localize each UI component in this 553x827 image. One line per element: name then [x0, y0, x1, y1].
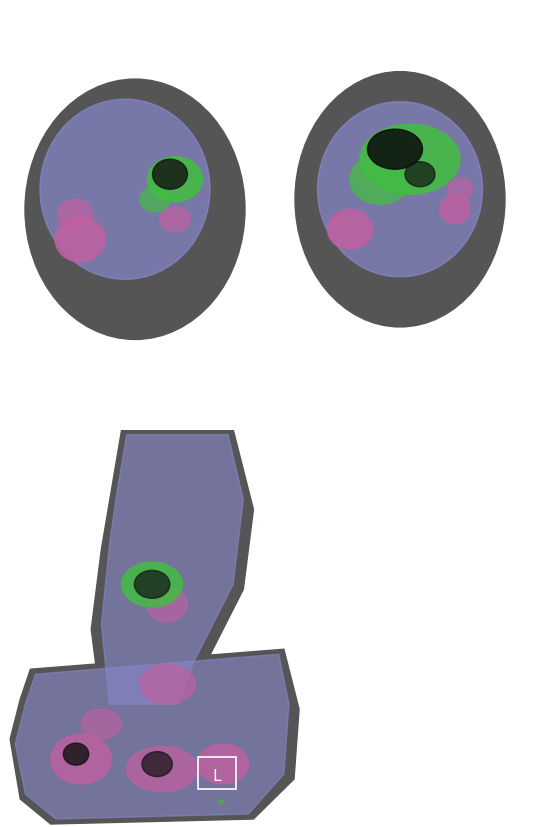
Ellipse shape: [440, 196, 470, 224]
Ellipse shape: [25, 80, 245, 340]
Polygon shape: [15, 654, 289, 819]
Text: Tilt:   0: Tilt: 0: [314, 494, 375, 504]
Text: *: *: [217, 796, 225, 814]
Ellipse shape: [122, 562, 182, 607]
Ellipse shape: [317, 103, 483, 278]
Polygon shape: [10, 649, 299, 824]
Ellipse shape: [153, 160, 187, 190]
Bar: [493, 375, 538, 415]
Ellipse shape: [147, 587, 187, 622]
Text: Spin: -90: Spin: -90: [314, 477, 375, 487]
Text: Tilt:  -89: Tilt: -89: [433, 32, 508, 45]
Ellipse shape: [55, 218, 105, 262]
Ellipse shape: [134, 571, 170, 599]
Ellipse shape: [447, 179, 472, 201]
Polygon shape: [101, 435, 243, 705]
Ellipse shape: [368, 130, 422, 170]
Bar: [198, 758, 236, 789]
Ellipse shape: [81, 710, 122, 739]
Text: i: i: [12, 437, 24, 456]
Ellipse shape: [127, 747, 198, 791]
Polygon shape: [91, 430, 253, 710]
Text: Spin:  78: Spin: 78: [433, 12, 500, 25]
Ellipse shape: [350, 155, 410, 205]
Ellipse shape: [295, 73, 505, 327]
Ellipse shape: [51, 734, 112, 784]
Ellipse shape: [327, 210, 373, 250]
Ellipse shape: [198, 744, 248, 784]
Text: L: L: [212, 767, 222, 782]
Text: F: F: [505, 393, 517, 412]
Ellipse shape: [139, 664, 195, 705]
Ellipse shape: [360, 125, 460, 195]
Ellipse shape: [140, 188, 170, 213]
Ellipse shape: [160, 208, 190, 232]
Ellipse shape: [40, 100, 210, 280]
Text: h: h: [12, 7, 24, 26]
Ellipse shape: [58, 200, 92, 230]
Ellipse shape: [64, 743, 88, 765]
Ellipse shape: [148, 157, 202, 203]
Ellipse shape: [405, 163, 435, 188]
Ellipse shape: [142, 752, 173, 777]
